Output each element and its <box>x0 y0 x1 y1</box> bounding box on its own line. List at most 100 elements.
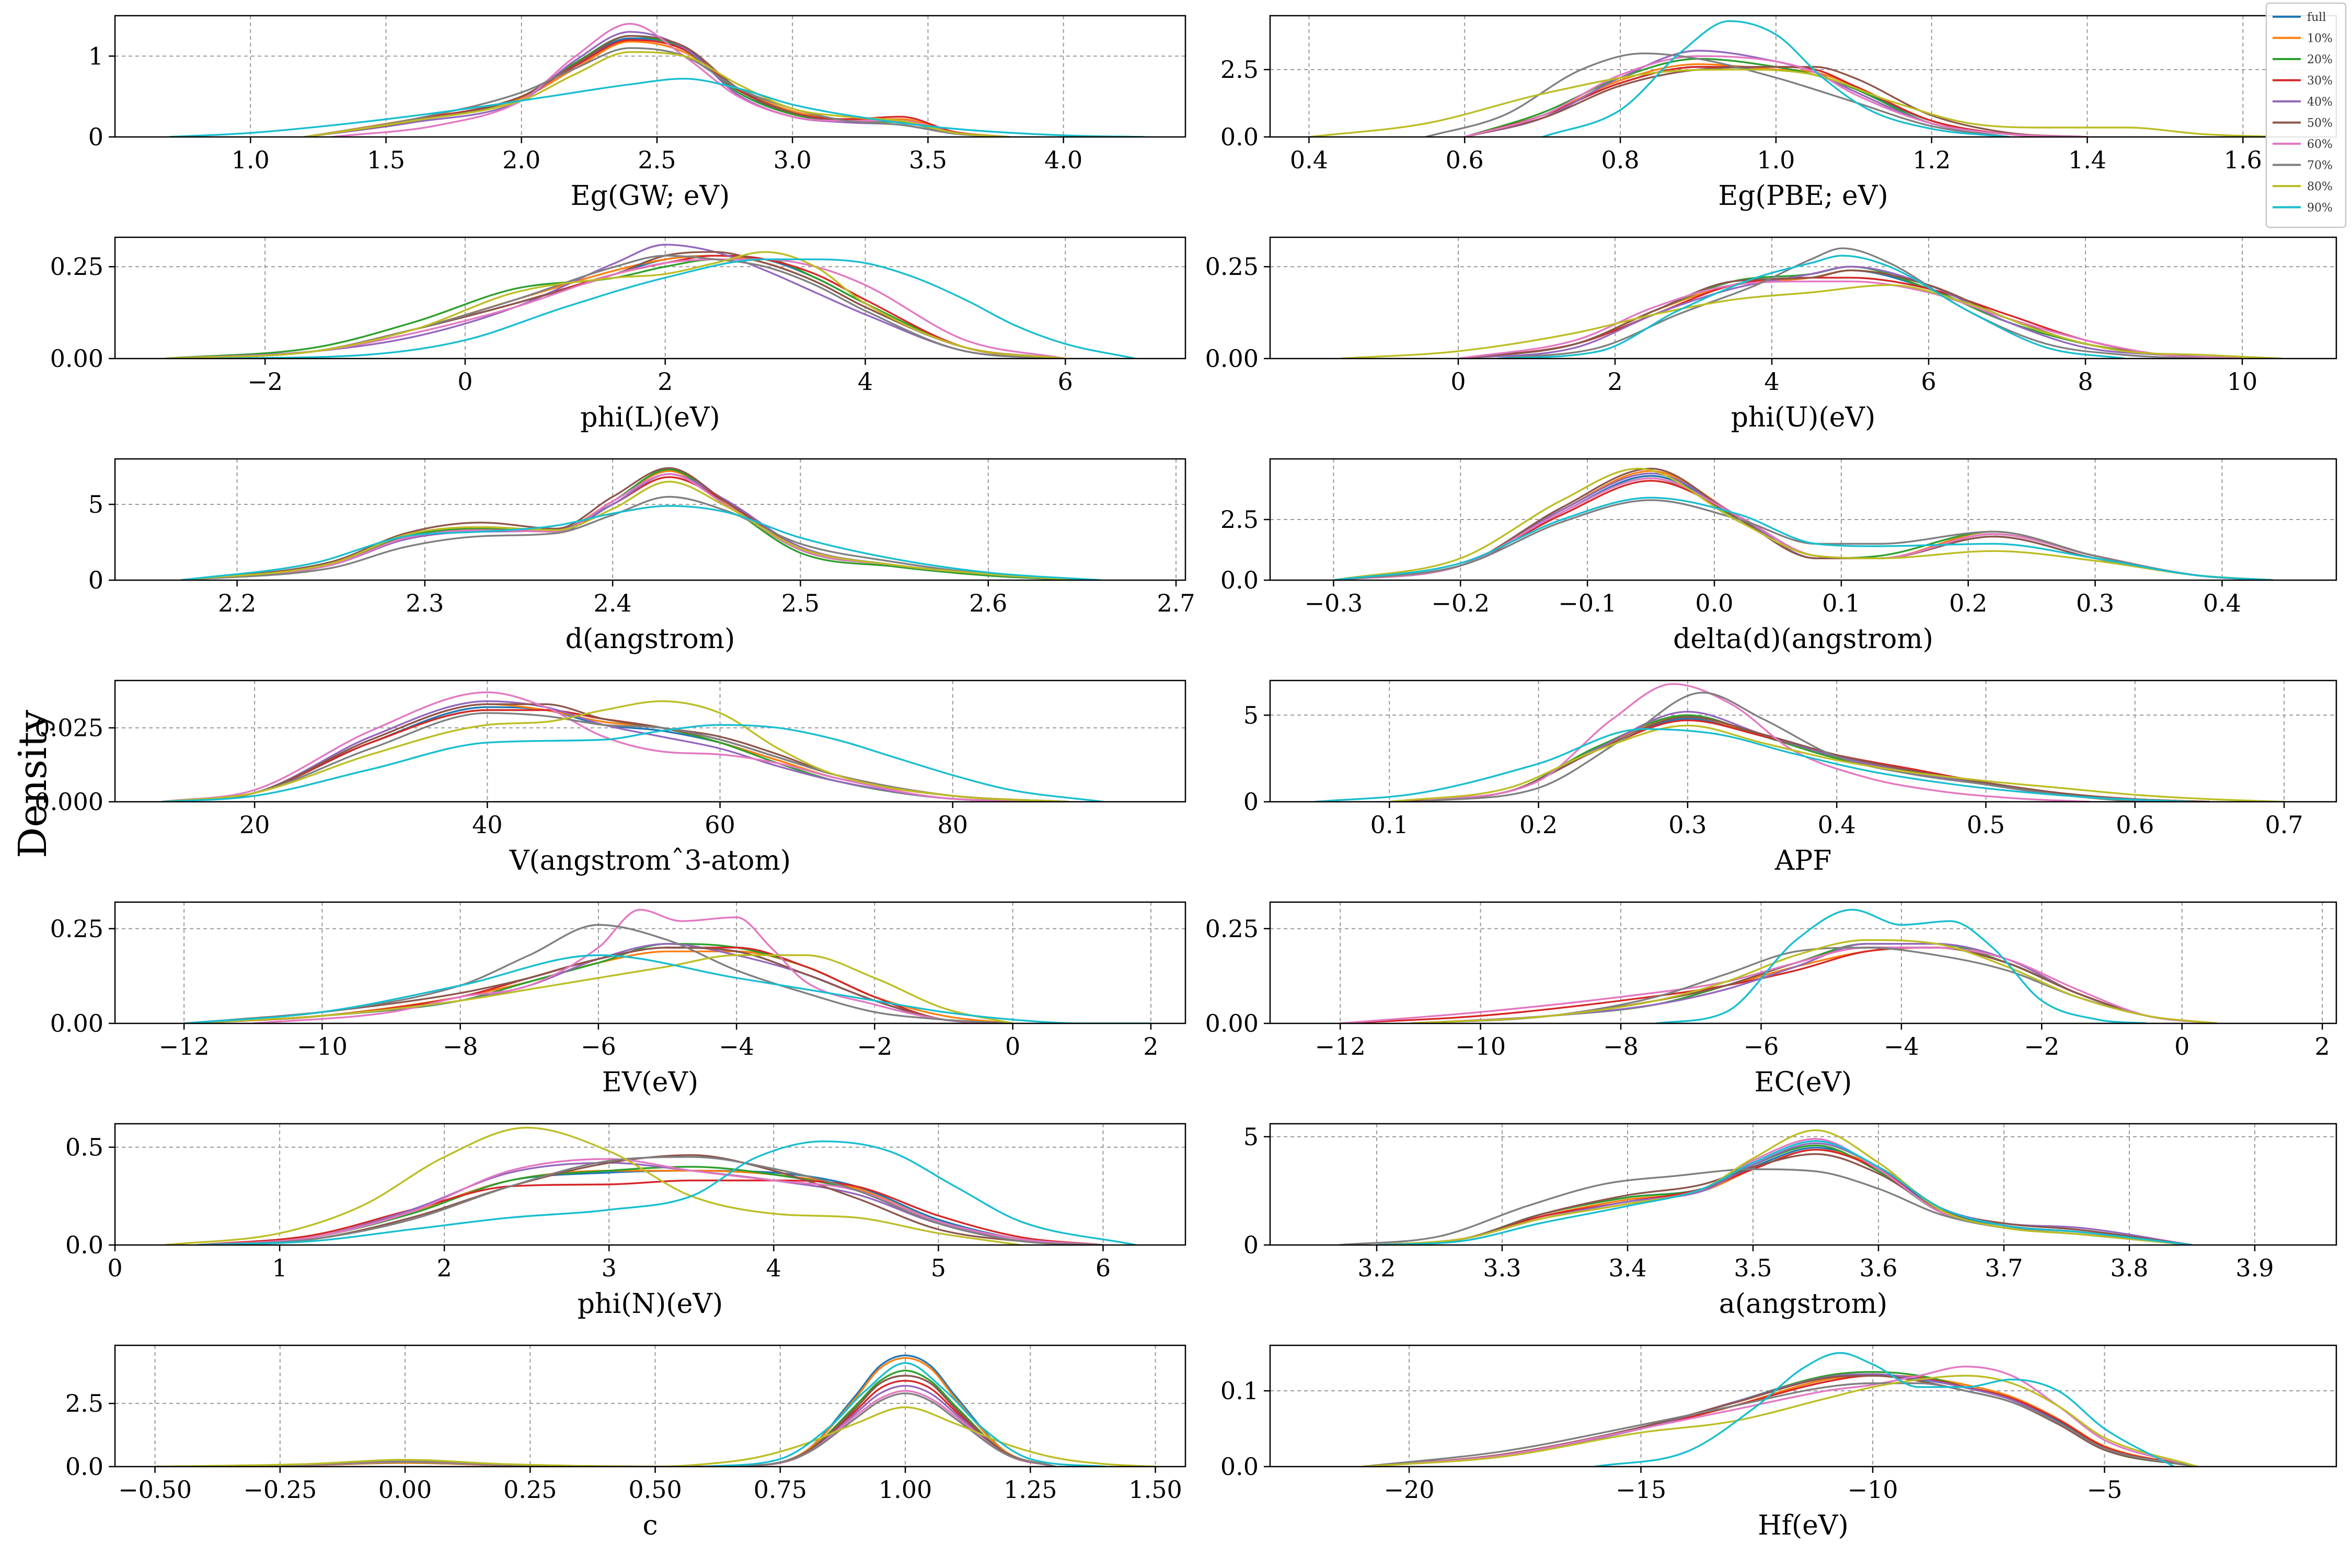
x-tick-label: 10 <box>2227 367 2258 396</box>
density-curve-70pct <box>183 924 1013 1023</box>
axes-frame <box>114 1123 1186 1246</box>
x-tick-label: 3.8 <box>2110 1254 2148 1282</box>
curves <box>183 908 1151 1023</box>
x-axis-label: EV(eV) <box>602 1067 698 1098</box>
x-tick-label: −0.2 <box>1431 589 1490 617</box>
density-curve-60pct <box>180 473 1082 580</box>
density-curve-50pct <box>1458 269 2243 359</box>
density-curve-50pct <box>183 947 1013 1023</box>
density-curve-50pct <box>165 251 1066 359</box>
y-tick-label: 5 <box>1243 701 1259 729</box>
density-curve-90pct <box>1497 255 2125 359</box>
axes-frame <box>1269 1123 2337 1246</box>
density-curve-full <box>155 1354 1056 1467</box>
x-tick-label: 0.5 <box>1967 811 2005 839</box>
x-tick-label: −0.3 <box>1305 589 1363 617</box>
density-curve-70pct <box>1333 499 2273 580</box>
density-curve-70pct <box>161 712 1069 802</box>
x-tick-label: 2.2 <box>218 589 256 617</box>
density-curve-40pct <box>1458 266 2243 359</box>
panel-5: 2.2 2.3 2.4 2.5 2.6 2.7 0 5 d(angstrom) <box>88 458 1195 655</box>
x-tick-label: 6 <box>1096 1254 1111 1282</box>
curves <box>1340 247 2282 359</box>
y-tick-label: 0.5 <box>65 1133 103 1161</box>
curves <box>180 467 1101 580</box>
density-curve-80pct <box>1333 467 2273 580</box>
y-axis-label: Density <box>10 710 55 858</box>
y-tick-label: 5 <box>1243 1123 1259 1151</box>
x-tick-label: 2.7 <box>1157 589 1195 617</box>
density-curve-70pct <box>1419 691 2135 802</box>
x-tick-label: 60 <box>705 811 735 839</box>
density-curve-10pct <box>1458 269 2243 359</box>
density-curve-30pct <box>1458 276 2243 359</box>
axes-frame <box>114 901 1186 1024</box>
x-axis-label: phi(U)(eV) <box>1731 402 1876 433</box>
x-tick-label: −10 <box>1455 1032 1506 1060</box>
legend-entry-label: 60% <box>2307 138 2333 151</box>
density-curve-80pct <box>1410 939 2217 1023</box>
density-curve-80pct <box>164 1126 1021 1245</box>
x-tick-label: −2 <box>247 367 283 396</box>
panel-3: −2 0 2 4 6 0.00 0.25 phi(L)(eV) <box>50 236 1186 433</box>
x-tick-label: 2 <box>1607 367 1622 396</box>
x-tick-label: −6 <box>1744 1032 1779 1060</box>
density-curve-90pct <box>215 258 1136 359</box>
x-axis-label: Eg(PBE; eV) <box>1718 180 1888 212</box>
y-tick-label: 0.00 <box>1205 344 1259 373</box>
x-tick-label: 0.4 <box>1290 146 1328 174</box>
curves <box>1340 908 2217 1023</box>
x-tick-label: 0 <box>1450 367 1466 396</box>
panel-12: 3.2 3.3 3.4 3.5 3.6 3.7 3.8 3.9 0 5 a(angstrom) <box>1243 1123 2337 1320</box>
x-tick-label: 8 <box>2078 367 2093 396</box>
x-tick-label: 0.4 <box>2203 589 2241 617</box>
density-curve-70pct <box>180 495 1082 580</box>
panel-6: −0.3 −0.2 −0.1 0.0 0.1 0.2 0.3 0.4 0.0 2.5 delta(d… <box>1220 458 2337 655</box>
axes-frame <box>1269 901 2337 1024</box>
panel-10: −12 −10 −8 −6 −4 −2 0 2 0.00 0.25 EC(eV) <box>1205 901 2337 1098</box>
density-curve-50pct <box>197 1154 1103 1245</box>
x-tick-label: 0.0 <box>1695 589 1733 617</box>
y-tick-label: 2.5 <box>65 1389 103 1417</box>
y-tick-label: 5 <box>88 490 103 518</box>
x-tick-label: 40 <box>472 811 503 839</box>
y-tick-label: 0 <box>1243 788 1259 816</box>
y-tick-label: 1 <box>88 42 103 70</box>
y-tick-label: 0.25 <box>50 252 103 281</box>
x-tick-label: 0 <box>457 367 472 396</box>
density-curve-20pct <box>180 468 1082 580</box>
panel-8: 0.1 0.2 0.3 0.4 0.5 0.6 0.7 0 5 APF <box>1243 679 2337 877</box>
x-axis-label: Hf(eV) <box>1758 1510 1849 1541</box>
density-curve-10pct <box>1389 716 2210 802</box>
x-tick-label: 1 <box>272 1254 287 1282</box>
axes-frame <box>1269 15 2337 138</box>
density-curve-20pct <box>1389 714 2210 802</box>
legend: full 10% 20% 30% 40% 50% 60% 70% 80% 90% <box>2265 2 2347 228</box>
curves <box>1363 1352 2198 1467</box>
density-curve-50pct <box>1389 716 2210 802</box>
density-curve-90pct <box>169 77 1145 137</box>
x-tick-label: 2 <box>658 367 673 396</box>
axes-frame <box>114 15 1186 138</box>
y-tick-label: 0.0 <box>65 1231 103 1259</box>
curves <box>164 1126 1136 1245</box>
legend-box <box>2265 2 2347 228</box>
x-tick-label: 2.5 <box>781 589 820 617</box>
density-curve-50pct <box>1464 66 2088 137</box>
legend-entry-label: 20% <box>2307 53 2333 66</box>
x-tick-label: 1.2 <box>1912 146 1951 174</box>
density-curve-90pct <box>705 1362 1106 1467</box>
density-curve-40pct <box>1389 711 2210 802</box>
curves <box>1315 683 2285 802</box>
x-tick-label: 20 <box>239 811 270 839</box>
y-tick-label: 0 <box>1243 1231 1259 1259</box>
legend-entry-label: 10% <box>2307 32 2333 45</box>
curves <box>1333 467 2273 580</box>
x-tick-label: 5 <box>931 1254 946 1282</box>
density-curve-60pct <box>253 908 1013 1023</box>
x-tick-label: 0.1 <box>1370 811 1409 839</box>
panel-7: 20 40 60 80 0.000 0.025 V(angstromˆ3-atom) <box>34 679 1186 877</box>
x-axis-label: Eg(GW; eV) <box>571 180 730 212</box>
density-curve-60pct <box>1340 947 2217 1023</box>
